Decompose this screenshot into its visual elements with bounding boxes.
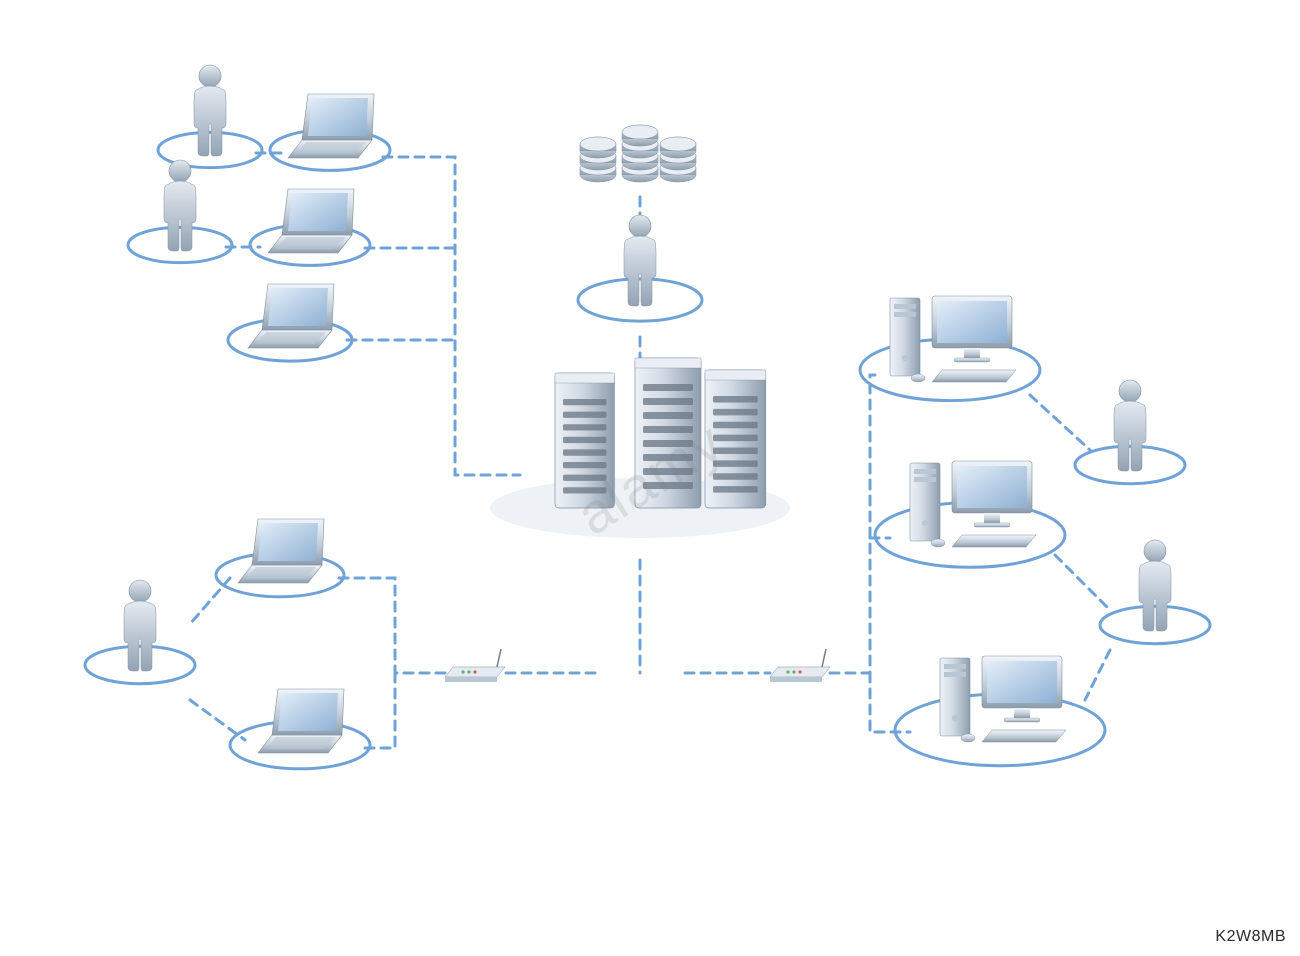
person-icon — [1139, 540, 1171, 631]
node-ring — [128, 227, 232, 262]
laptop-icon — [268, 189, 354, 253]
desktop-icon — [910, 461, 1036, 547]
connection-line — [383, 157, 520, 475]
diagram-svg — [0, 0, 1300, 956]
node-ring — [578, 279, 702, 321]
node-ring — [1075, 446, 1185, 483]
server-rack-icon — [490, 358, 790, 538]
desktop-icon — [940, 656, 1066, 742]
router-icon — [770, 649, 830, 682]
connection-line — [337, 578, 445, 673]
connection-line — [1055, 555, 1110, 610]
databases-icon — [580, 125, 696, 182]
person-icon — [124, 580, 156, 671]
laptop-icon — [248, 284, 334, 348]
person-icon — [194, 65, 226, 156]
diagram-stage: alamy K2W8MB — [0, 0, 1300, 956]
desktop-icon — [890, 296, 1016, 382]
node-ring — [85, 646, 195, 683]
person-icon — [1114, 380, 1146, 471]
laptop-icon — [258, 689, 344, 753]
connection-line — [1085, 650, 1110, 700]
connection-line — [830, 375, 875, 673]
router-icon — [445, 649, 505, 682]
person-icon — [164, 160, 196, 251]
connection-line — [1030, 395, 1090, 450]
laptop-icon — [238, 519, 324, 583]
person-icon — [624, 215, 656, 306]
connection-line — [870, 673, 910, 732]
nodes-layer — [124, 65, 1171, 753]
laptop-icon — [288, 94, 374, 158]
node-ring — [1100, 606, 1210, 643]
